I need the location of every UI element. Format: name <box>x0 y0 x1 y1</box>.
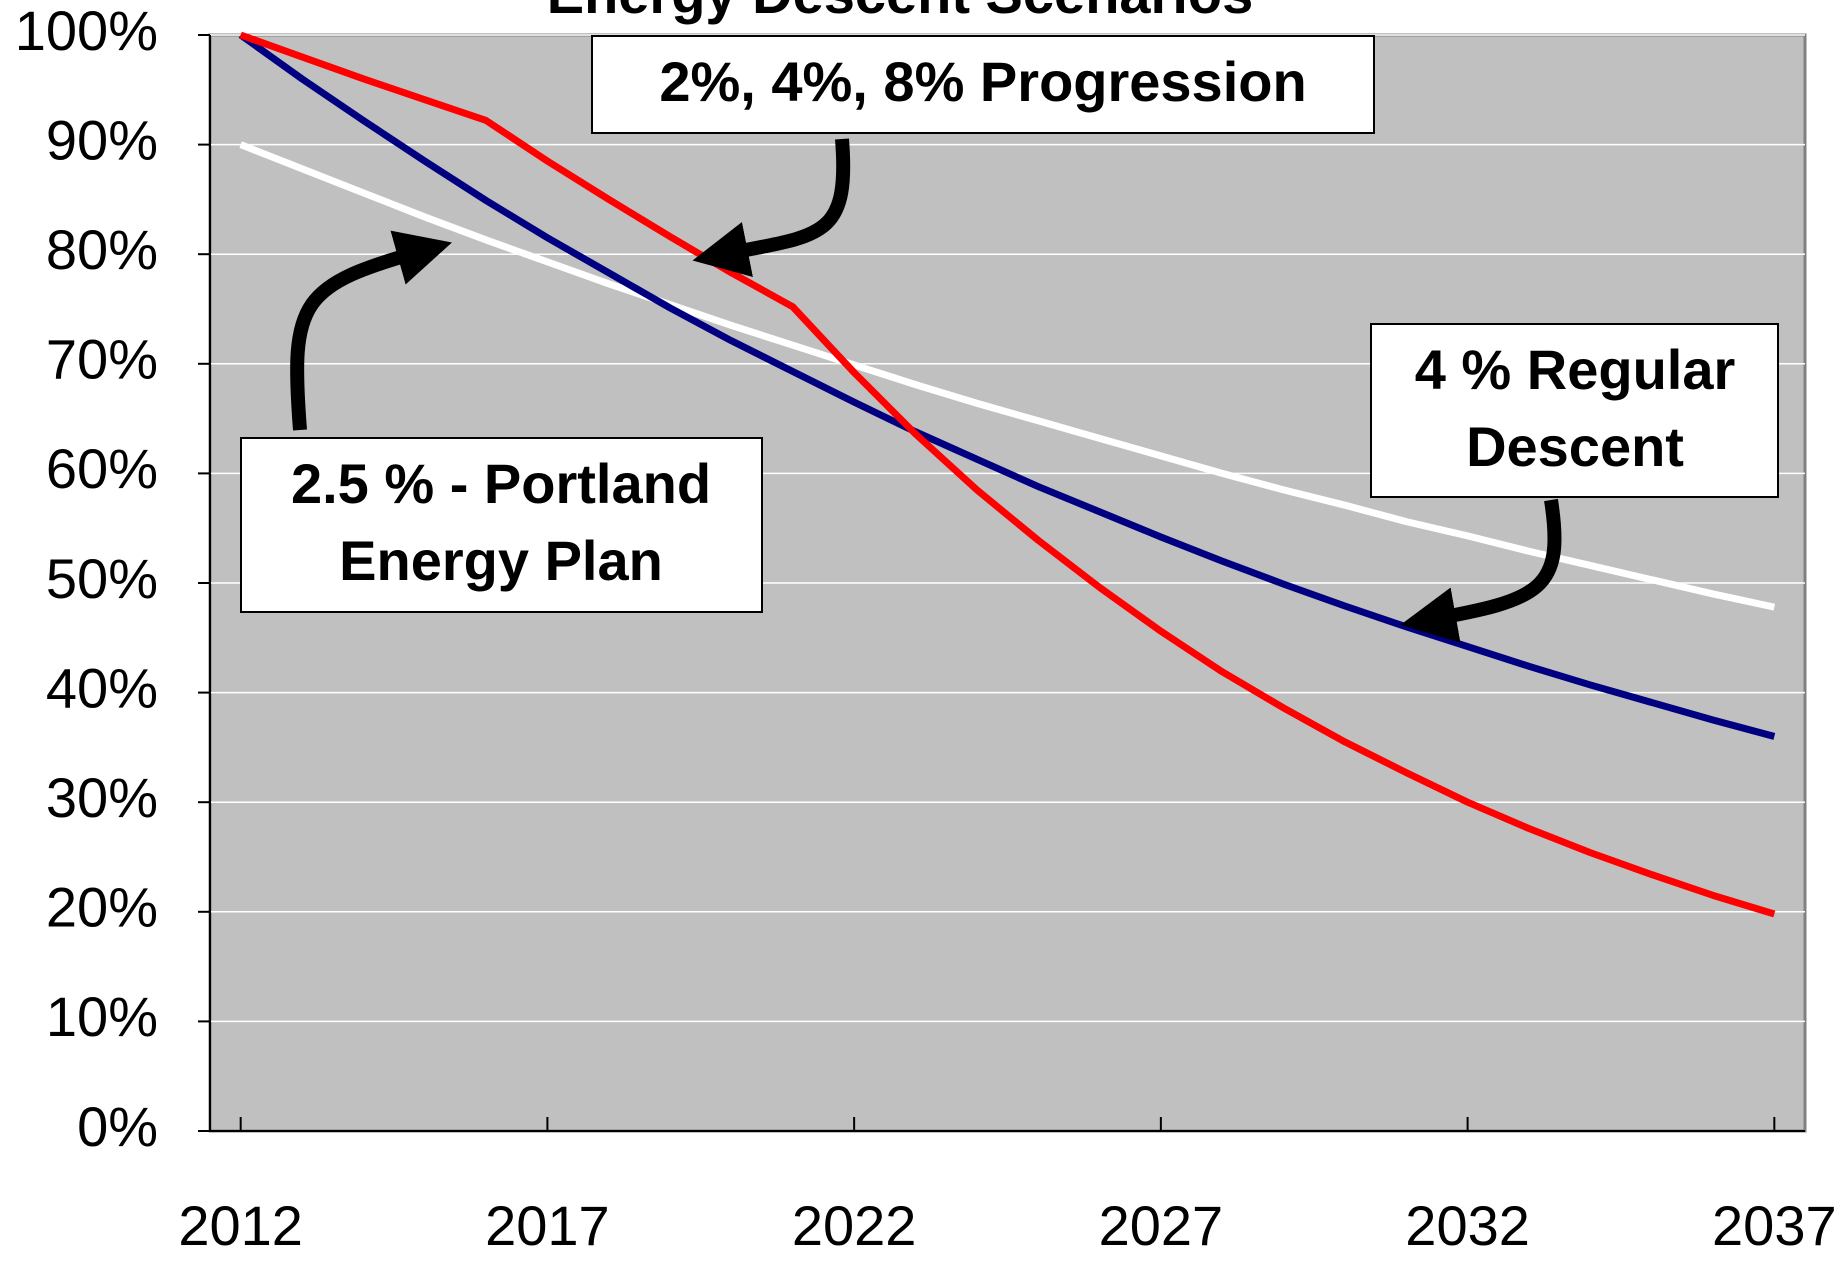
y-tick-label: 0% <box>77 1095 158 1158</box>
y-tick-label: 100% <box>15 0 158 62</box>
annotation-text: 2%, 4%, 8% Progression <box>659 50 1306 113</box>
annotation-box <box>591 35 1375 134</box>
arrow <box>1400 498 1562 643</box>
annotation-text: 2.5 % - Portland <box>291 452 711 515</box>
arrow <box>692 138 851 277</box>
annotation-text: Descent <box>1466 415 1684 478</box>
y-tick-label: 50% <box>46 547 158 610</box>
x-tick-label: 2032 <box>1405 1194 1530 1257</box>
x-tick-label: 2027 <box>1099 1194 1224 1257</box>
chart-title: Energy Descent Scenarios <box>547 0 1254 25</box>
x-tick-label: 2022 <box>792 1194 917 1257</box>
x-tick-label: 2012 <box>178 1194 303 1257</box>
y-tick-label: 30% <box>46 766 158 829</box>
y-tick-label: 90% <box>46 108 158 171</box>
y-tick-label: 70% <box>46 328 158 391</box>
arrow <box>290 230 452 431</box>
series-line <box>239 141 1776 611</box>
y-tick-label: 80% <box>46 218 158 281</box>
series-line <box>239 31 1776 918</box>
x-tick-label: 2017 <box>485 1194 610 1257</box>
y-tick-label: 20% <box>46 876 158 939</box>
arrows <box>290 138 1562 643</box>
y-tick-label: 10% <box>46 985 158 1048</box>
y-tick-label: 60% <box>46 437 158 500</box>
annotation-box <box>1370 323 1779 498</box>
y-tick-label: 40% <box>46 656 158 719</box>
x-tick-label: 2037 <box>1712 1194 1837 1257</box>
annotation-box <box>240 437 763 613</box>
annotation-text: Energy Plan <box>339 529 663 592</box>
annotation-text: 4 % Regular <box>1415 338 1736 401</box>
series-line <box>238 32 1776 740</box>
